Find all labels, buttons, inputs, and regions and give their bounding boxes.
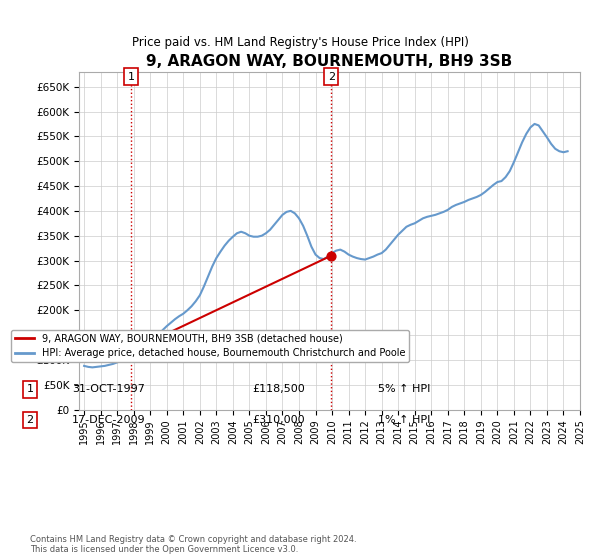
Point (126, 346, 136, 355)
Text: 2: 2 (26, 415, 34, 425)
Text: 5% ↑ HPI: 5% ↑ HPI (378, 384, 430, 394)
Text: 1: 1 (26, 384, 34, 394)
Text: 1% ↑ HPI: 1% ↑ HPI (378, 415, 430, 425)
Text: 17-DEC-2009: 17-DEC-2009 (72, 415, 146, 425)
Text: 31-OCT-1997: 31-OCT-1997 (72, 384, 145, 394)
Point (326, 251, 336, 260)
Text: Contains HM Land Registry data © Crown copyright and database right 2024.
This d: Contains HM Land Registry data © Crown c… (30, 535, 356, 554)
Text: 2: 2 (328, 72, 335, 82)
Text: Price paid vs. HM Land Registry's House Price Index (HPI): Price paid vs. HM Land Registry's House … (131, 36, 469, 49)
Legend: 9, ARAGON WAY, BOURNEMOUTH, BH9 3SB (detached house), HPI: Average price, detach: 9, ARAGON WAY, BOURNEMOUTH, BH9 3SB (det… (11, 330, 409, 362)
Text: 1: 1 (127, 72, 134, 82)
Text: £310,000: £310,000 (252, 415, 305, 425)
Text: £118,500: £118,500 (252, 384, 305, 394)
Title: 9, ARAGON WAY, BOURNEMOUTH, BH9 3SB: 9, ARAGON WAY, BOURNEMOUTH, BH9 3SB (146, 54, 512, 69)
